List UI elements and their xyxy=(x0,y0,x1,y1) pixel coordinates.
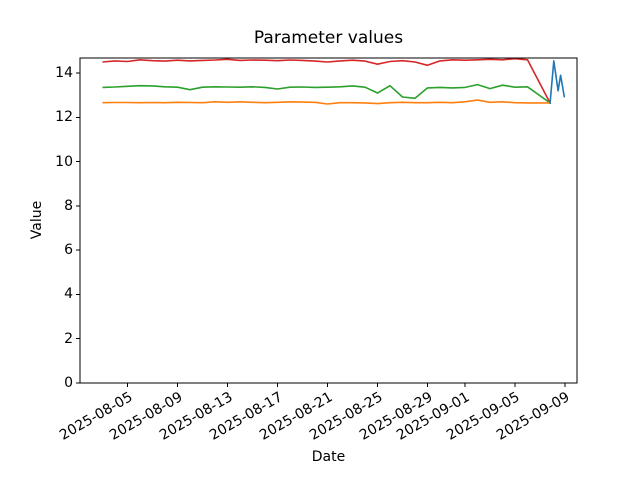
y-tick-label: 6 xyxy=(64,242,73,259)
y-tick-label: 2 xyxy=(64,330,73,347)
y-tick-label: 0 xyxy=(64,375,73,391)
x-axis-label: Date xyxy=(311,449,346,465)
y-tick-label: 8 xyxy=(64,197,73,214)
series-orange-line xyxy=(102,99,550,105)
series-red-line xyxy=(102,57,551,104)
series-blue-line xyxy=(549,60,566,105)
y-tick-label: 10 xyxy=(55,153,73,170)
y-tick-label: 12 xyxy=(55,109,73,126)
series-green-line xyxy=(102,83,551,104)
chart-title: Parameter values xyxy=(253,28,404,48)
y-tick-label: 14 xyxy=(55,65,73,82)
axes-spines xyxy=(79,57,578,384)
y-tick-label: 4 xyxy=(64,286,73,303)
